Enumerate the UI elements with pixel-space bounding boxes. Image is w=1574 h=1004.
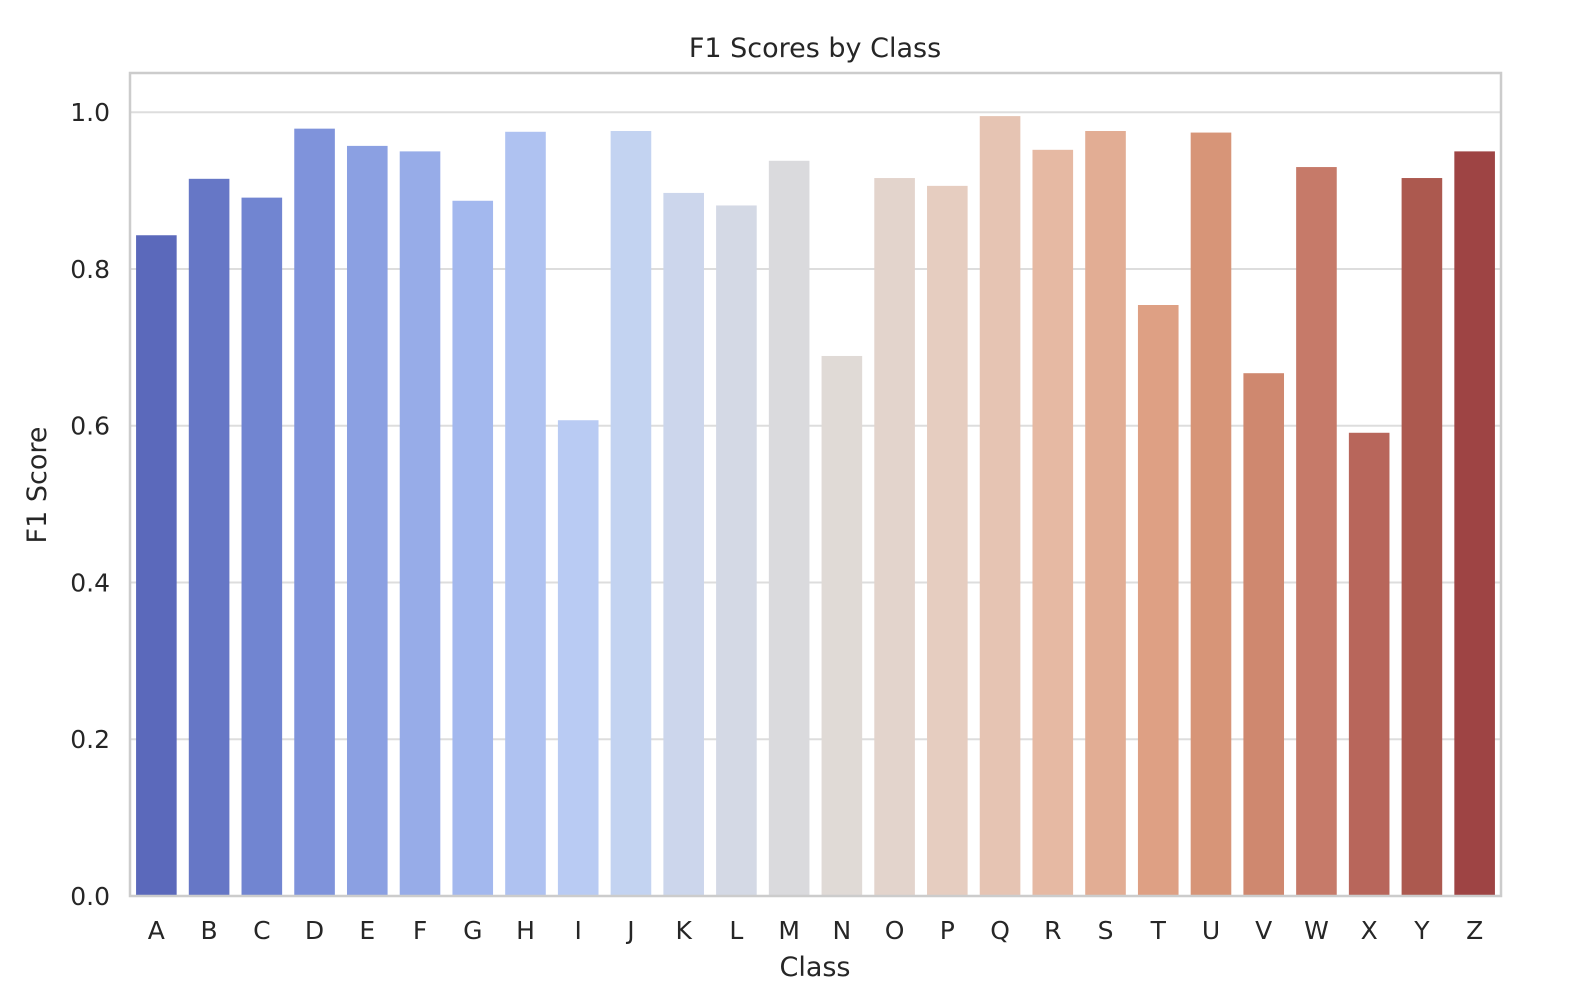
x-tick-label: Z xyxy=(1466,916,1483,945)
bar-q xyxy=(979,116,1021,897)
bar-o xyxy=(874,178,915,897)
bar-f xyxy=(399,151,441,896)
x-axis-label: Class xyxy=(779,952,850,983)
x-tick-label: Y xyxy=(1413,916,1430,945)
bar-r xyxy=(1032,149,1074,896)
x-tick-label: N xyxy=(833,916,852,945)
bar-v xyxy=(1243,373,1285,896)
x-tick-label: W xyxy=(1304,916,1329,945)
bar-z xyxy=(1454,151,1495,896)
bar-g xyxy=(452,200,494,896)
y-tick-label: 0.6 xyxy=(70,412,110,441)
bars xyxy=(136,116,1495,897)
x-tick-label: G xyxy=(463,916,482,945)
y-tick-label: 0.4 xyxy=(70,568,110,597)
x-tick-label: A xyxy=(148,916,165,945)
y-axis-label: F1 Score xyxy=(22,427,53,544)
bar-w xyxy=(1296,167,1337,897)
bar-p xyxy=(927,185,968,896)
y-tick-label: 0.8 xyxy=(70,255,110,284)
x-tick-label: D xyxy=(305,916,324,945)
bar-m xyxy=(768,160,810,896)
x-tick-label: T xyxy=(1150,916,1167,945)
x-tick-labels: A B C D E F G H I J K L M N O P Q R S T U V W X Y Z xyxy=(148,916,1483,945)
x-tick-label: I xyxy=(575,916,582,945)
bar-h xyxy=(505,131,546,897)
x-tick-label: H xyxy=(516,916,535,945)
x-tick-label: U xyxy=(1202,916,1220,945)
bar-i xyxy=(557,420,599,896)
plot-frame xyxy=(128,71,1503,898)
y-tick-label: 0.0 xyxy=(70,882,110,911)
bar-x xyxy=(1348,432,1390,896)
x-tick-label: F xyxy=(413,916,427,945)
x-tick-label: J xyxy=(625,916,634,945)
bar-n xyxy=(821,355,863,897)
bar-t xyxy=(1137,305,1179,896)
x-tick-label: X xyxy=(1361,916,1378,945)
x-tick-label: K xyxy=(675,916,692,945)
bar-c xyxy=(241,197,283,896)
x-tick-label: L xyxy=(729,916,743,945)
y-tick-label: 1.0 xyxy=(70,98,110,127)
y-tick-label: 0.2 xyxy=(70,725,110,754)
x-tick-label: B xyxy=(201,916,218,945)
gridlines xyxy=(130,111,1501,897)
bar-k xyxy=(663,192,704,896)
x-tick-label: C xyxy=(253,916,270,945)
x-tick-label: P xyxy=(940,916,955,945)
bar-a xyxy=(136,235,177,897)
x-tick-label: E xyxy=(359,916,375,945)
bar-s xyxy=(1085,131,1126,897)
bar-e xyxy=(346,145,388,896)
bar-b xyxy=(188,178,230,897)
x-tick-label: R xyxy=(1044,916,1061,945)
x-tick-label: Q xyxy=(990,916,1010,945)
bar-d xyxy=(294,128,335,896)
bar-u xyxy=(1190,132,1232,896)
bar-j xyxy=(610,131,652,897)
x-tick-label: M xyxy=(778,916,800,945)
bar-y xyxy=(1401,178,1443,897)
x-tick-label: O xyxy=(885,916,905,945)
y-tick-labels: 0.0 0.2 0.4 0.6 0.8 1.0 xyxy=(70,98,110,911)
chart-title: F1 Scores by Class xyxy=(689,33,941,64)
x-tick-label: V xyxy=(1255,916,1272,945)
bar-l xyxy=(716,205,757,896)
x-tick-label: S xyxy=(1098,916,1114,945)
